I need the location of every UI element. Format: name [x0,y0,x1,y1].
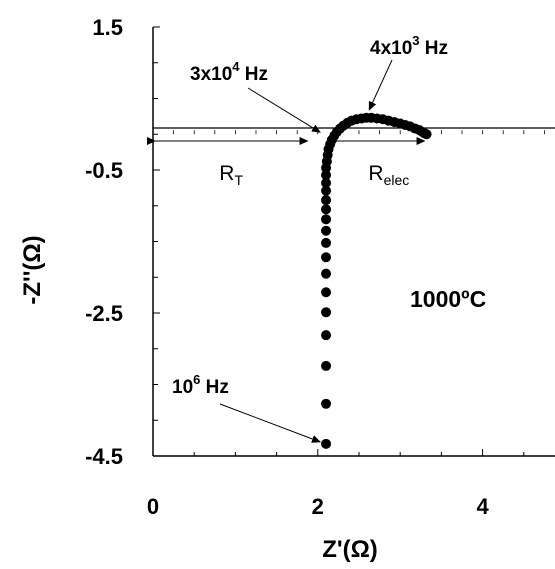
range-markers: RT Relec [147,137,426,188]
y-tick-label: 1.5 [92,15,123,40]
data-point [321,252,332,263]
range-label: RT [219,162,243,188]
data-point [321,195,332,206]
y-tick-label: -2.5 [85,301,123,326]
data-point [321,214,332,225]
x-axis-title: Z'(Ω) [322,536,378,563]
data-point [321,360,332,371]
data-point [321,398,332,409]
data-point [321,225,332,236]
data-point [321,268,332,279]
x-tick-label: 2 [312,494,324,519]
frequency-annotation: 4x103 Hz [370,33,448,59]
data-point [321,438,332,449]
data-point [321,307,332,318]
data-point [321,170,332,181]
y-axis-ticks [153,26,160,457]
annotation-arrow [368,59,393,111]
data-point [321,177,332,188]
annotation-arrow [219,403,321,443]
x-tick-label: 0 [147,494,159,519]
data-points [321,112,432,449]
annotation-arrow [247,87,321,133]
x-tick-labels: 0 2 4 [147,494,490,519]
frequency-annotation: 3x104 Hz [190,59,268,85]
data-point [421,129,432,140]
y-axis-title: -Z''(Ω) [19,235,46,304]
frequency-annotations: 3x104 Hz 4x103 Hz 106 Hz [172,33,448,443]
frequency-annotation: 106 Hz [172,372,229,398]
y-tick-label: -0.5 [85,158,123,183]
range-label: Relec [368,162,409,188]
zero-line-ticks [152,130,545,135]
y-tick-labels: 1.5 -0.5 -2.5 -4.5 [85,15,123,469]
temperature-label: 1000ºC [410,286,486,312]
x-axis-ticks [152,449,525,456]
data-point [321,237,332,248]
data-point [321,204,332,215]
x-tick-label: 4 [476,494,489,519]
data-point [321,185,332,196]
data-point [321,287,332,298]
data-point [321,330,332,341]
y-tick-label: -4.5 [85,444,123,469]
